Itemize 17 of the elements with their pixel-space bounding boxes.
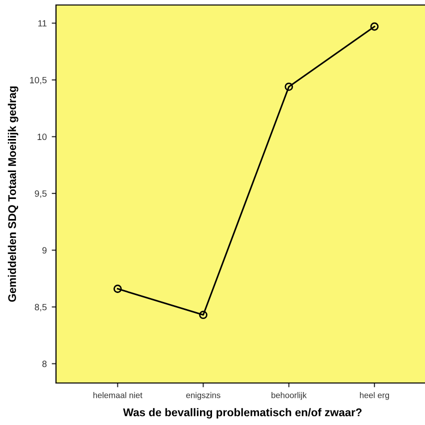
y-tick-label: 9,5 bbox=[34, 190, 47, 198]
x-tick-label: behoorlijk bbox=[272, 392, 307, 400]
point bbox=[113, 284, 122, 293]
y-tick-label: 8,5 bbox=[34, 304, 47, 312]
x-axis-title: Was de bevalling problematisch en/of zwaar? bbox=[123, 408, 362, 419]
point bbox=[284, 82, 294, 91]
y-tick-label: 9 bbox=[42, 247, 47, 254]
y-tick-label: 10,5 bbox=[30, 76, 47, 84]
point bbox=[199, 310, 208, 320]
x-tick-label: helemaal niet bbox=[93, 392, 142, 398]
y-tick-label: 10 bbox=[38, 134, 47, 140]
y-tick-label: 11 bbox=[38, 20, 47, 26]
x-tick-label: enigszins bbox=[186, 392, 220, 400]
y-tick-label: 8 bbox=[42, 360, 47, 368]
y-axis-title: Gemiddelden SDQ Totaal Moeilijk gedrag bbox=[8, 86, 18, 302]
x-tick-label: heel erg bbox=[360, 392, 389, 400]
point bbox=[370, 22, 379, 31]
